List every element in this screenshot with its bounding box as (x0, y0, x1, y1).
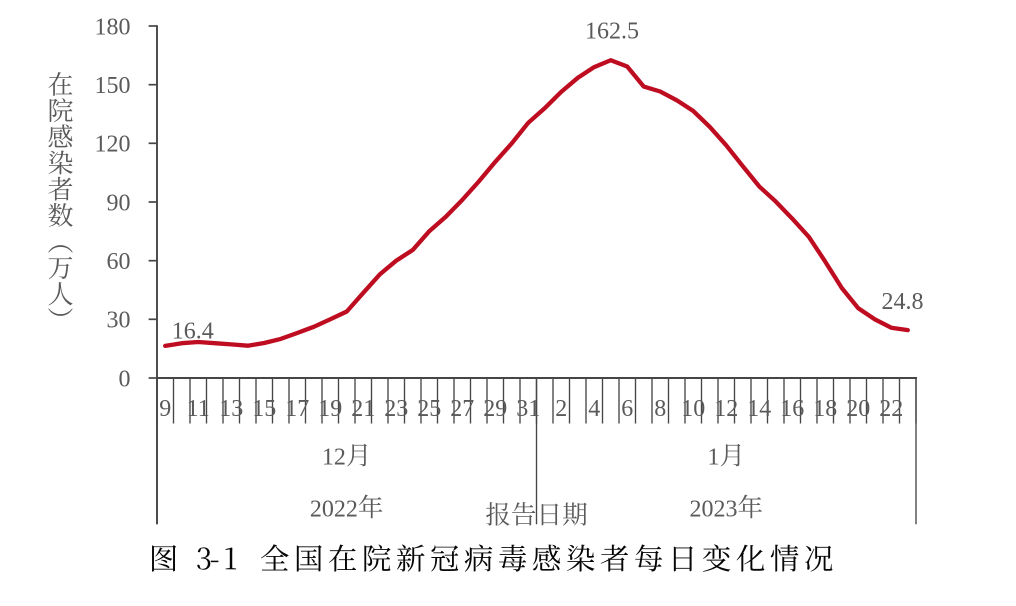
svg-text:21: 21 (351, 396, 375, 422)
svg-text:4: 4 (588, 396, 600, 422)
svg-text:20: 20 (846, 396, 870, 422)
svg-text:90: 90 (107, 190, 131, 216)
svg-text:22: 22 (879, 396, 903, 422)
svg-text:16: 16 (780, 396, 804, 422)
svg-text:8: 8 (654, 396, 666, 422)
svg-text:12: 12 (322, 444, 346, 470)
svg-text:120: 120 (95, 132, 131, 158)
svg-text:17: 17 (285, 396, 309, 422)
svg-text:14: 14 (747, 396, 771, 422)
svg-text:19: 19 (318, 396, 342, 422)
svg-text:9: 9 (159, 396, 171, 422)
svg-text:31: 31 (516, 396, 540, 422)
svg-text:12: 12 (714, 396, 738, 422)
svg-text:27: 27 (450, 396, 474, 422)
svg-text:30: 30 (107, 308, 131, 334)
svg-text:15: 15 (252, 396, 276, 422)
svg-text:1: 1 (708, 444, 720, 470)
svg-text:2022: 2022 (310, 496, 358, 522)
svg-text:2023: 2023 (690, 496, 738, 522)
svg-text:23: 23 (384, 396, 408, 422)
svg-text:162.5: 162.5 (585, 19, 639, 45)
svg-text:25: 25 (417, 396, 441, 422)
svg-text:180: 180 (95, 14, 131, 40)
svg-text:10: 10 (681, 396, 705, 422)
svg-text:18: 18 (813, 396, 837, 422)
svg-text:2: 2 (555, 396, 567, 422)
svg-text:13: 13 (219, 396, 243, 422)
svg-text:11: 11 (187, 396, 210, 422)
svg-text:6: 6 (621, 396, 633, 422)
svg-text:29: 29 (483, 396, 507, 422)
svg-text:0: 0 (119, 366, 131, 392)
svg-text:24.8: 24.8 (882, 289, 924, 315)
svg-text:60: 60 (107, 249, 131, 275)
svg-text:150: 150 (95, 73, 131, 99)
svg-text:16.4: 16.4 (172, 319, 214, 345)
